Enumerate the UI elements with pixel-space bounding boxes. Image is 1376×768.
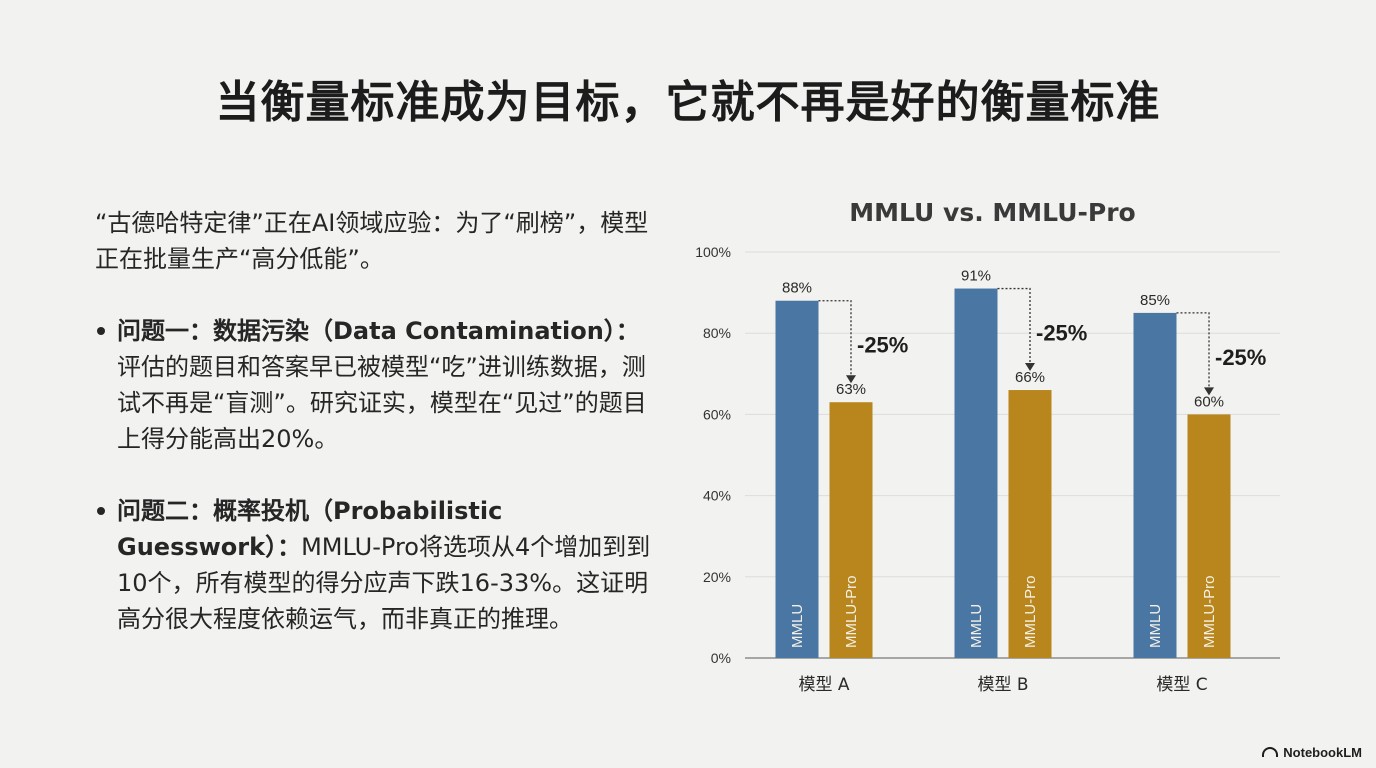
brand-text: NotebookLM — [1283, 745, 1362, 760]
bar-series-label: MMLU — [968, 604, 985, 648]
bullet-dot-icon — [97, 507, 105, 515]
bar-series-label: MMLU — [789, 604, 806, 648]
bar-mmlu — [775, 300, 819, 658]
data-label: 88% — [782, 280, 812, 297]
change-annotation: -25% — [1036, 321, 1087, 346]
arrow-head-icon — [1204, 387, 1214, 396]
bar-chart: 0% 20% 40% 60% 80% 100% 88% MMLU 63% MMLU-Pro -25%… — [695, 244, 1280, 695]
change-arrow-line — [1176, 312, 1210, 389]
x-tick-label: 模型 A — [798, 675, 849, 695]
data-label: 66% — [1015, 369, 1045, 386]
y-tick-label: 20% — [703, 569, 731, 585]
bar-mmlu — [1133, 312, 1177, 658]
bullet-2-text: MMLU-Pro将选项从4个增加到到10个，所有模型的得分应声下跌16-33%。… — [117, 533, 651, 633]
y-tick-label: 80% — [703, 325, 731, 341]
change-arrow-line — [997, 287, 1031, 365]
bar-mmlu-pro — [1187, 414, 1231, 658]
bar-mmlu — [954, 288, 998, 658]
bar-series-label: MMLU — [1147, 604, 1164, 648]
bar-series-label: MMLU-Pro — [1201, 575, 1218, 648]
x-tick-label: 模型 C — [1156, 675, 1207, 695]
y-tick-label: 40% — [703, 488, 731, 504]
bar-series-label: MMLU-Pro — [843, 575, 860, 648]
y-tick-label: 100% — [695, 244, 731, 260]
brand-logo: NotebookLM — [1262, 745, 1362, 760]
bullet-1: 问题一：数据污染（Data Contamination）： 评估的题目和答案早已被… — [95, 313, 655, 457]
intro-text: “古德哈特定律”正在AI领域应验：为了“刷榜”，模型正在批量生产“高分低能”。 — [95, 209, 649, 273]
bullet-dot-icon — [97, 327, 105, 335]
chart-title: MMLU vs. MMLU-Pro — [849, 198, 1136, 227]
arrow-head-icon — [846, 375, 856, 384]
bullet-1-text: 评估的题目和答案早已被模型“吃”进训练数据，测试不再是“盲测”。研究证实，模型在… — [117, 353, 647, 453]
y-tick-label: 60% — [703, 406, 731, 422]
bullet-2: 问题二：概率投机（Probabilistic Guesswork）：MMLU-P… — [95, 493, 655, 637]
data-label: 85% — [1140, 292, 1170, 309]
bar-mmlu-pro — [1008, 390, 1052, 658]
change-annotation: -25% — [857, 333, 908, 358]
bullet-1-heading: 问题一：数据污染（Data Contamination）： — [117, 317, 640, 345]
bar-mmlu-pro — [829, 402, 873, 658]
x-tick-label: 模型 B — [977, 675, 1028, 695]
data-label: 91% — [961, 268, 991, 285]
notebooklm-icon — [1262, 747, 1279, 757]
change-annotation: -25% — [1215, 345, 1266, 370]
bar-series-label: MMLU-Pro — [1022, 575, 1039, 648]
page-title: 当衡量标准成为目标，它就不再是好的衡量标准 — [215, 77, 1161, 128]
y-tick-label: 0% — [711, 650, 731, 666]
text-panel: “古德哈特定律”正在AI领域应验：为了“刷榜”，模型正在批量生产“高分低能”。 … — [95, 205, 655, 673]
change-arrow-line — [818, 300, 852, 377]
data-label: 63% — [836, 381, 866, 398]
data-label: 60% — [1194, 393, 1224, 410]
bullet-2-heading: 问题二：概率投机（Probabilistic Guesswork）： — [117, 497, 503, 561]
arrow-head-icon — [1025, 363, 1035, 372]
